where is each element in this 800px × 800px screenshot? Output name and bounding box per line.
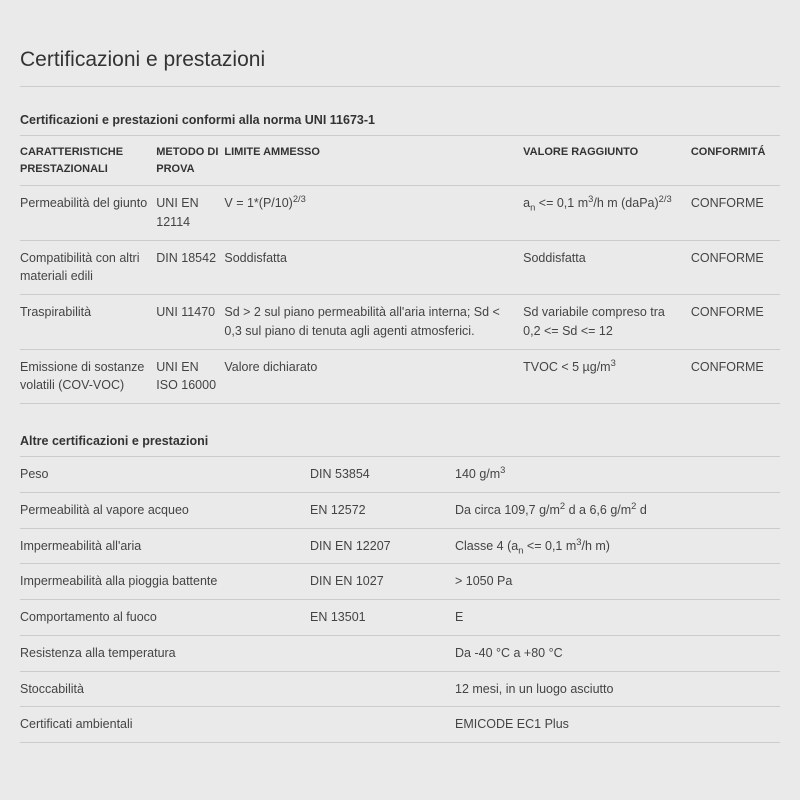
- table-row: Certificati ambientali EMICODE EC1 Plus: [20, 707, 780, 743]
- table-row: TraspirabilitàUNI 11470Sd > 2 sul piano …: [20, 295, 780, 350]
- cell-limite: V = 1*(P/10)2/3: [224, 186, 523, 241]
- col-header-caratteristiche: CARATTERISTICHE PRESTAZIONALI: [20, 136, 156, 186]
- cell-limite: Sd > 2 sul piano permeabilità all'aria i…: [224, 295, 523, 350]
- cell-valore: Soddisfatta: [523, 240, 691, 295]
- table-row: Impermeabilità all'ariaDIN EN 12207Class…: [20, 528, 780, 564]
- cell-valore: Sd variabile compreso tra 0,2 <= Sd <= 1…: [523, 295, 691, 350]
- cell-property: Impermeabilità alla pioggia battente: [20, 564, 310, 600]
- cell-standard: [310, 671, 455, 707]
- page-title: Certificazioni e prestazioni: [20, 48, 780, 87]
- cell-metodo: UNI 11470: [156, 295, 224, 350]
- cell-property: Certificati ambientali: [20, 707, 310, 743]
- cell-property: Peso: [20, 457, 310, 492]
- cell-standard: EN 13501: [310, 600, 455, 636]
- table-row: Stoccabilità 12 mesi, in un luogo asciutt…: [20, 671, 780, 707]
- cell-caratteristica: Emissione di sostanze volatili (COV-VOC): [20, 349, 156, 404]
- cell-metodo: UNI EN ISO 16000: [156, 349, 224, 404]
- cell-conformita: CONFORME: [691, 240, 780, 295]
- table-header-row: CARATTERISTICHE PRESTAZIONALI METODO DI …: [20, 136, 780, 186]
- table2-section-title: Altre certificazioni e prestazioni: [20, 426, 780, 457]
- cell-property: Resistenza alla temperatura: [20, 635, 310, 671]
- cell-standard: [310, 707, 455, 743]
- cell-limite: Valore dichiarato: [224, 349, 523, 404]
- cell-caratteristica: Compatibilità con altri materiali edili: [20, 240, 156, 295]
- table-row: PesoDIN 53854140 g/m3: [20, 457, 780, 492]
- table-row: Comportamento al fuocoEN 13501E: [20, 600, 780, 636]
- table-row: Permeabilità al vapore acqueoEN 12572Da …: [20, 492, 780, 528]
- cell-conformita: CONFORME: [691, 295, 780, 350]
- cell-property: Stoccabilità: [20, 671, 310, 707]
- cell-limite: Soddisfatta: [224, 240, 523, 295]
- col-header-conformita: CONFORMITÁ: [691, 136, 780, 186]
- cell-value: Da circa 109,7 g/m2 d a 6,6 g/m2 d: [455, 492, 780, 528]
- cell-value: > 1050 Pa: [455, 564, 780, 600]
- cell-standard: DIN EN 12207: [310, 528, 455, 564]
- cell-metodo: DIN 18542: [156, 240, 224, 295]
- cell-conformita: CONFORME: [691, 349, 780, 404]
- table-row: Compatibilità con altri materiali ediliD…: [20, 240, 780, 295]
- cell-caratteristica: Traspirabilità: [20, 295, 156, 350]
- cell-standard: EN 12572: [310, 492, 455, 528]
- cell-standard: DIN 53854: [310, 457, 455, 492]
- cell-metodo: UNI EN 12114: [156, 186, 224, 241]
- col-header-metodo: METODO DI PROVA: [156, 136, 224, 186]
- cell-value: 140 g/m3: [455, 457, 780, 492]
- cell-property: Impermeabilità all'aria: [20, 528, 310, 564]
- table-row: Emissione di sostanze volatili (COV-VOC)…: [20, 349, 780, 404]
- cell-value: Da -40 °C a +80 °C: [455, 635, 780, 671]
- cell-valore: an <= 0,1 m3/h m (daPa)2/3: [523, 186, 691, 241]
- cell-value: E: [455, 600, 780, 636]
- cell-value: EMICODE EC1 Plus: [455, 707, 780, 743]
- table-row: Permeabilità del giuntoUNI EN 12114V = 1…: [20, 186, 780, 241]
- cell-property: Permeabilità al vapore acqueo: [20, 492, 310, 528]
- certifications-table-1: CARATTERISTICHE PRESTAZIONALI METODO DI …: [20, 136, 780, 404]
- col-header-valore: VALORE RAGGIUNTO: [523, 136, 691, 186]
- certifications-table-2: PesoDIN 53854140 g/m3Permeabilità al vap…: [20, 457, 780, 743]
- table-row: Resistenza alla temperatura Da -40 °C a +…: [20, 635, 780, 671]
- cell-valore: TVOC < 5 µg/m3: [523, 349, 691, 404]
- cell-standard: [310, 635, 455, 671]
- cell-standard: DIN EN 1027: [310, 564, 455, 600]
- cell-conformita: CONFORME: [691, 186, 780, 241]
- cell-value: Classe 4 (an <= 0,1 m3/h m): [455, 528, 780, 564]
- cell-property: Comportamento al fuoco: [20, 600, 310, 636]
- cell-caratteristica: Permeabilità del giunto: [20, 186, 156, 241]
- cell-value: 12 mesi, in un luogo asciutto: [455, 671, 780, 707]
- col-header-limite: LIMITE AMMESSO: [224, 136, 523, 186]
- table1-section-title: Certificazioni e prestazioni conformi al…: [20, 105, 780, 136]
- table-row: Impermeabilità alla pioggia battenteDIN …: [20, 564, 780, 600]
